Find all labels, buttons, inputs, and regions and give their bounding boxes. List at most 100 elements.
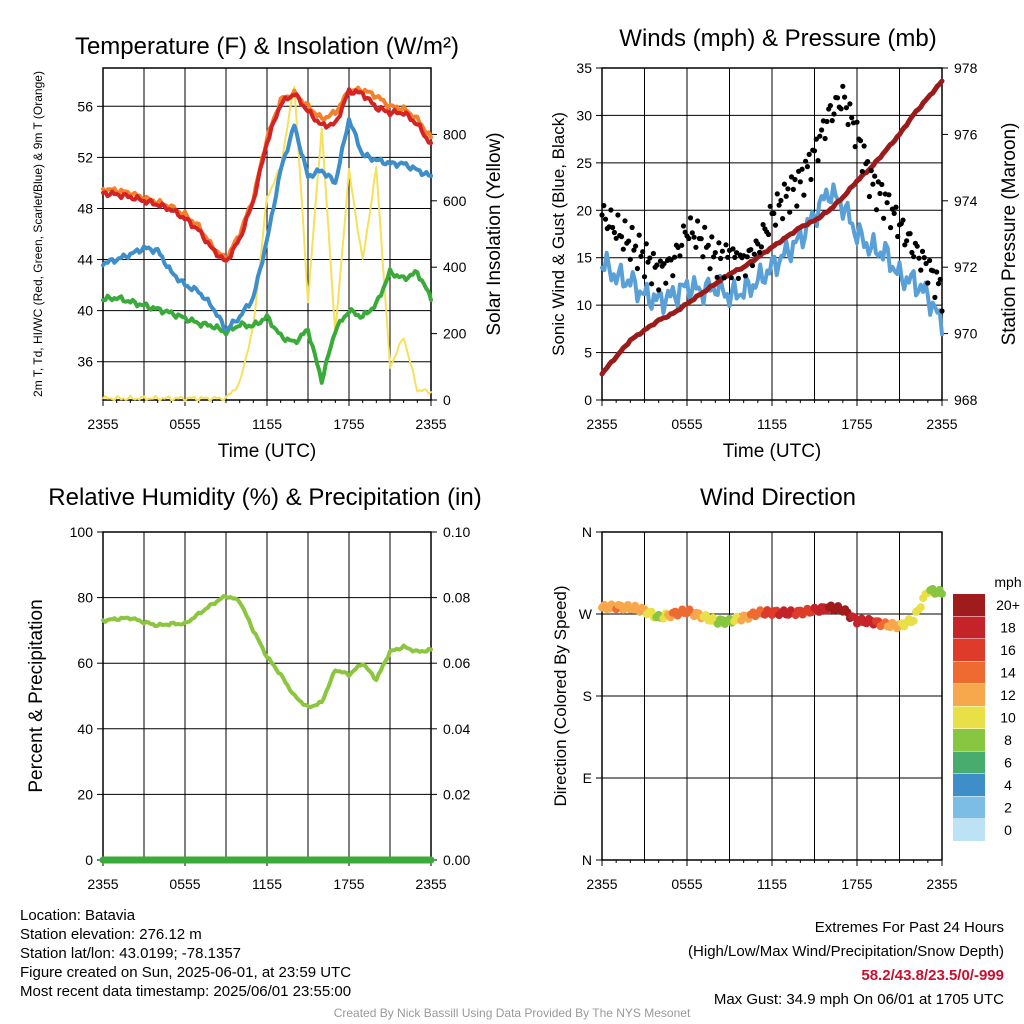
- gust-point: [719, 248, 726, 254]
- y-tick-label: 100: [70, 524, 94, 540]
- gust-point: [732, 254, 738, 260]
- gust-point: [803, 158, 809, 164]
- wind-direction-panel: Wind Direction 2355 0555 1155 1755 2355 N E S W N D…: [551, 484, 958, 892]
- gust-point: [638, 253, 644, 259]
- y-tick-label: W: [579, 606, 593, 622]
- y2-tick-label: 0.04: [443, 721, 470, 737]
- gust-point: [716, 240, 722, 246]
- gust-point: [702, 224, 708, 230]
- gust-point: [888, 225, 894, 231]
- gust-point: [663, 280, 669, 286]
- y-tick-label: 56: [77, 98, 93, 114]
- gust-point: [661, 261, 667, 267]
- y-tick-label: 40: [77, 303, 93, 319]
- y-tick-label: N: [582, 852, 592, 868]
- gust-point: [677, 253, 683, 259]
- direction-point: [938, 589, 946, 598]
- gust-point: [620, 246, 626, 252]
- gust-point: [599, 212, 605, 218]
- gust-point: [610, 224, 616, 231]
- gust-point: [847, 101, 853, 107]
- gust-point: [790, 186, 796, 192]
- y-tick-label: 52: [77, 149, 93, 165]
- extremes-info: Extremes For Past 24 Hours (High/Low/Max…: [688, 916, 1004, 1012]
- gust-point: [776, 202, 782, 208]
- y-tick-label: 10: [576, 297, 592, 313]
- latlon-text: Station lat/lon: 43.0199; -78.1357: [20, 945, 242, 962]
- gust-point: [723, 242, 729, 248]
- gust-point: [935, 281, 942, 287]
- legend-label: 2: [1004, 800, 1012, 816]
- direction-point: [909, 616, 918, 625]
- x-tick-label: 2355: [87, 416, 118, 432]
- legend-label: 8: [1004, 732, 1012, 748]
- y-tick-label: 25: [576, 155, 592, 171]
- gust-point: [640, 249, 646, 255]
- gust-point: [808, 176, 814, 183]
- x-tick-label: 2355: [415, 876, 446, 892]
- gust-point: [633, 243, 639, 249]
- gust-point: [904, 238, 910, 244]
- gust-point: [939, 308, 945, 314]
- gust-point: [838, 106, 844, 112]
- gust-point: [781, 181, 788, 187]
- y2-tick-label: 0.00: [443, 852, 470, 868]
- gust-point: [760, 222, 766, 228]
- gust-point: [811, 148, 818, 154]
- gust-point: [672, 254, 678, 260]
- y2-tick-label: 970: [954, 326, 978, 342]
- y-tick-label: 40: [77, 721, 93, 737]
- gust-point: [907, 231, 913, 237]
- x-tick-label: 0555: [671, 876, 702, 892]
- x-tick-label: 0555: [169, 416, 200, 432]
- recent-text: Most recent data timestamp: 2025/06/01 2…: [20, 983, 352, 1000]
- winds-pressure-panel: Winds (mph) & Pressure (mb) 2355 0555 1155 1…: [549, 25, 1020, 462]
- gust-point: [698, 236, 704, 242]
- legend-swatch: [953, 661, 985, 684]
- legend-label: 4: [1004, 777, 1012, 793]
- legend-swatch: [953, 639, 985, 661]
- legend-label: 12: [1000, 687, 1016, 703]
- gust-point: [829, 118, 835, 124]
- gust-point: [799, 166, 805, 172]
- y-tick-label: 20: [77, 786, 93, 802]
- gust-point: [735, 275, 742, 281]
- gust-point: [785, 186, 791, 192]
- extremes-title: Extremes For Past 24 Hours: [814, 919, 1004, 936]
- y2-tick-label: 600: [443, 193, 467, 209]
- gust-point: [615, 212, 621, 218]
- legend-label: 18: [1000, 620, 1016, 636]
- gust-point: [748, 247, 754, 253]
- gust-point: [611, 229, 618, 236]
- gust-point: [842, 94, 848, 100]
- created-text: Figure created on Sun, 2025-06-01, at 23…: [20, 964, 352, 981]
- gust-point: [918, 267, 924, 273]
- y2-tick-label: 968: [954, 392, 978, 408]
- gust-point: [827, 103, 834, 109]
- gust-point: [845, 121, 851, 128]
- gust-point: [934, 269, 940, 275]
- y-axis-label: 2m T, Td, HI/WC (Red, Green, Scarlet/Blu…: [31, 71, 45, 397]
- gust-point: [813, 136, 819, 142]
- y-tick-label: S: [583, 688, 592, 704]
- gust-point: [824, 118, 830, 125]
- gust-point: [919, 248, 926, 254]
- y-tick-label: 36: [77, 354, 93, 370]
- x-tick-label: 2355: [926, 876, 957, 892]
- legend-label: 0: [1004, 822, 1012, 838]
- legend-label: 14: [1000, 665, 1016, 681]
- y-tick-label: 20: [576, 202, 592, 218]
- gust-point: [627, 256, 633, 262]
- gust-point: [691, 234, 697, 240]
- gust-point: [709, 234, 715, 240]
- extremes-fields: (High/Low/Max Wind/Precipitation/Snow De…: [688, 943, 1004, 960]
- y-tick-label: 35: [576, 60, 592, 76]
- gust-point: [613, 235, 619, 241]
- gust-point: [783, 193, 789, 199]
- gust-point: [693, 244, 699, 250]
- y2-tick-label: 0.08: [443, 590, 470, 606]
- legend-swatch: [953, 796, 985, 819]
- direction-point: [916, 603, 925, 612]
- y2-tick-label: 800: [443, 126, 467, 142]
- gust-point: [629, 224, 635, 231]
